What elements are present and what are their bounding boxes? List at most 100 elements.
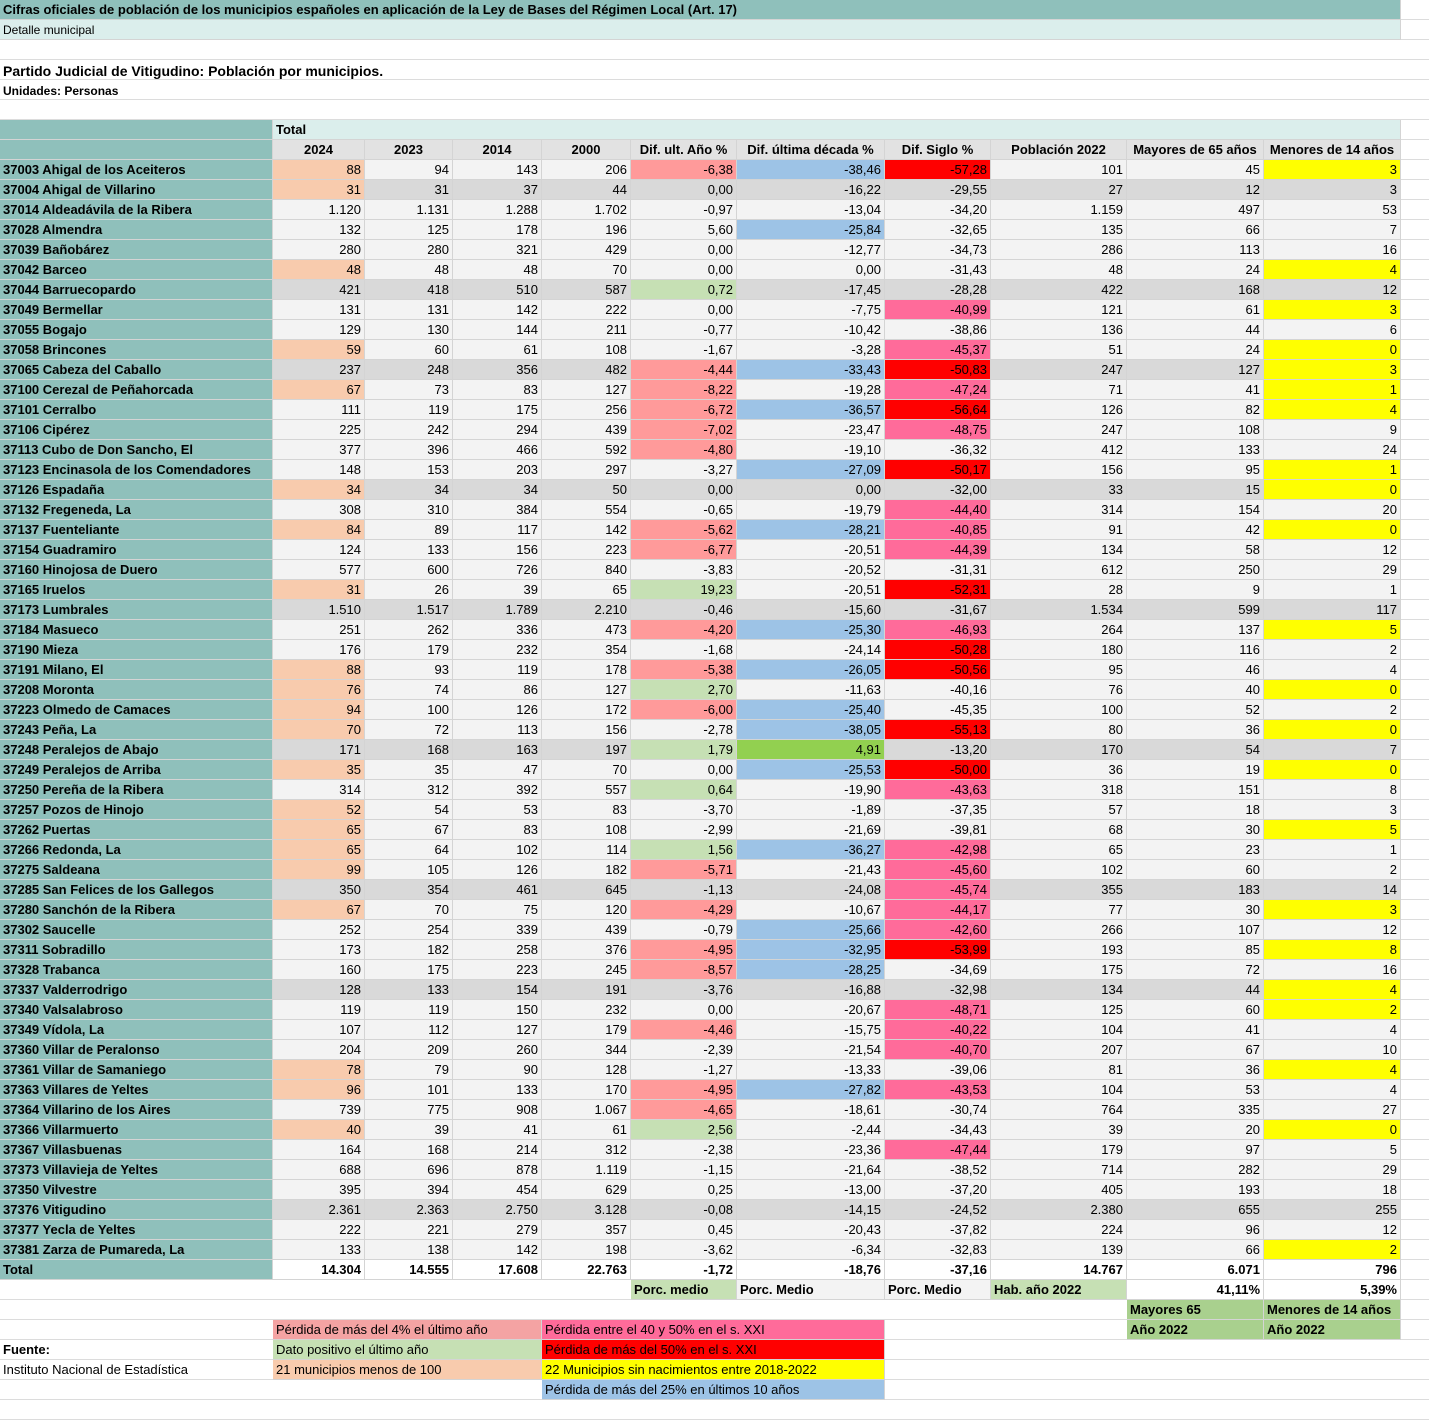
value-cell: 15 [1127,480,1264,500]
value-cell: -25,40 [737,700,885,720]
value-cell: -19,28 [737,380,885,400]
municipality: 37049 Bermellar [0,300,273,320]
value-cell: -6,72 [631,400,737,420]
value-cell: 1.534 [991,600,1127,620]
value-cell: 739 [273,1100,365,1120]
value-cell: 80 [991,720,1127,740]
value-cell: -5,38 [631,660,737,680]
value-cell: -48,71 [885,1000,991,1020]
municipality: 37311 Sobradillo [0,940,273,960]
value-cell: 196 [542,220,631,240]
value-cell: 1.702 [542,200,631,220]
total-cell: -37,16 [885,1260,991,1280]
municipality: 37028 Almendra [0,220,273,240]
value-cell: 45 [1127,160,1264,180]
value-cell: 182 [365,940,453,960]
value-cell: -0,65 [631,500,737,520]
value-cell: 461 [453,880,542,900]
value-cell: 48 [365,260,453,280]
value-cell: -32,00 [885,480,991,500]
value-cell: -38,46 [737,160,885,180]
value-cell: 67 [273,900,365,920]
value-cell: 3 [1264,360,1401,380]
value-cell: 252 [273,920,365,940]
value-cell: 18 [1264,1180,1401,1200]
value-cell: 4 [1264,260,1401,280]
value-cell: 1.517 [365,600,453,620]
value-cell: 34 [273,480,365,500]
value-cell: -38,86 [885,320,991,340]
value-cell: 66 [1127,1240,1264,1260]
value-cell: 73 [365,380,453,400]
value-cell: -20,51 [737,580,885,600]
value-cell: 175 [991,960,1127,980]
value-cell: 54 [1127,740,1264,760]
value-cell: 125 [991,1000,1127,1020]
municipality: 37367 Villasbuenas [0,1140,273,1160]
value-cell: -1,15 [631,1160,737,1180]
value-cell: -7,02 [631,420,737,440]
value-cell: 113 [453,720,542,740]
value-cell: 178 [453,220,542,240]
value-cell: -21,69 [737,820,885,840]
value-cell: -25,84 [737,220,885,240]
value-cell: 223 [542,540,631,560]
value-cell: -44,39 [885,540,991,560]
value-cell: -3,62 [631,1240,737,1260]
value-cell: -32,95 [737,940,885,960]
municipality: 37208 Moronta [0,680,273,700]
summary-label: Hab. año 2022 [991,1280,1127,1300]
value-cell: 221 [365,1220,453,1240]
sheet-title: Cifras oficiales de población de los mun… [0,0,1401,20]
municipality: 37039 Bañobárez [0,240,273,260]
value-cell: -45,60 [885,860,991,880]
value-cell: 3 [1264,800,1401,820]
value-cell: 142 [453,1240,542,1260]
value-cell: 0 [1264,340,1401,360]
municipality: 37126 Espadaña [0,480,273,500]
municipality: 37364 Villarino de los Aires [0,1100,273,1120]
value-cell: 99 [273,860,365,880]
value-cell: 688 [273,1160,365,1180]
value-cell: -15,60 [737,600,885,620]
value-cell: 67 [365,820,453,840]
value-cell: 3 [1264,900,1401,920]
value-cell: 20 [1264,500,1401,520]
value-cell: 12 [1264,280,1401,300]
municipality: 37044 Barruecopardo [0,280,273,300]
value-cell: 0,64 [631,780,737,800]
value-cell: 266 [991,920,1127,940]
value-cell: -45,74 [885,880,991,900]
value-cell: 78 [273,1060,365,1080]
value-cell: -19,90 [737,780,885,800]
value-cell: -2,44 [737,1120,885,1140]
value-cell: -40,70 [885,1040,991,1060]
value-cell: 35 [273,760,365,780]
value-cell: 297 [542,460,631,480]
value-cell: 71 [991,380,1127,400]
value-cell: -20,67 [737,1000,885,1020]
header-blank [0,120,273,140]
value-cell: 2 [1264,1000,1401,1020]
value-cell: 168 [1127,280,1264,300]
legend-item: 22 Municipios sin nacimientos entre 2018… [542,1360,885,1380]
value-cell: 70 [542,260,631,280]
value-cell: 127 [1127,360,1264,380]
value-cell: 422 [991,280,1127,300]
value-cell: 170 [542,1080,631,1100]
value-cell: -56,64 [885,400,991,420]
value-cell: 429 [542,240,631,260]
municipality: 37055 Bogajo [0,320,273,340]
value-cell: -34,20 [885,200,991,220]
value-cell: 142 [542,520,631,540]
value-cell: -40,85 [885,520,991,540]
value-cell: 39 [365,1120,453,1140]
value-cell: 120 [542,900,631,920]
value-cell: 108 [542,820,631,840]
municipality: 37257 Pozos de Hinojo [0,800,273,820]
value-cell: 128 [542,1060,631,1080]
value-cell: 5 [1264,620,1401,640]
value-cell: 168 [365,1140,453,1160]
value-cell: 587 [542,280,631,300]
